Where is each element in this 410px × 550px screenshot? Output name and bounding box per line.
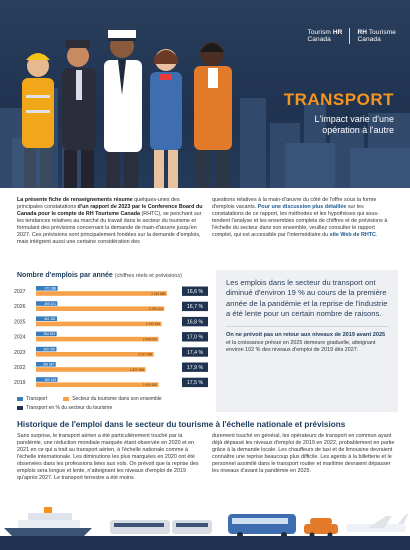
legend-percent: Transport en % du secteur du tourisme	[17, 405, 112, 411]
bar-tourism	[36, 291, 167, 296]
chart-title: Nombre d'emplois par année (chiffres rée…	[17, 272, 182, 279]
intro-left-column: La présente fiche de renseignements résu…	[17, 197, 203, 245]
bar-value-label: 2 152 616	[146, 322, 160, 326]
bar-transport	[36, 331, 57, 337]
bar-tourism	[36, 367, 146, 372]
bar-value-label: 361 181	[44, 317, 56, 321]
callout-note: et la croissance prévue en 2025 demeure …	[226, 339, 376, 353]
callout-main-text: Les emplois dans le secteur du transport…	[226, 278, 388, 319]
chart-legend: Transport Secteur du tourisme dans son e…	[17, 396, 213, 414]
bar-tourism	[36, 336, 159, 342]
conductor-figure	[62, 40, 96, 188]
year-label: 2026	[14, 304, 26, 310]
bar-transport	[36, 316, 58, 321]
transport-workers-illustration	[22, 30, 232, 188]
bar-transport	[36, 362, 56, 367]
bus-icon	[228, 514, 296, 538]
hero-banner: Tourism HR Canada RH Tourisme Canada TRA…	[0, 0, 410, 188]
page-title: TRANSPORT	[283, 90, 394, 109]
year-label: 2025	[14, 319, 26, 325]
key-finding-callout: Les emplois dans le secteur du transport…	[216, 270, 398, 412]
percent-badge	[182, 332, 208, 342]
brand-logo: Tourism HR Canada RH Tourisme Canada	[307, 28, 396, 44]
percent-badge	[182, 347, 208, 357]
bar-value-label: 2 243 884	[151, 292, 165, 296]
bar-value-label: 372 088	[45, 287, 57, 291]
bar-value-label: 2 017 398	[138, 353, 152, 357]
history-heading: Historique de l'emploi dans le secteur d…	[17, 420, 346, 429]
bar-tourism	[36, 382, 159, 387]
percent-badge	[182, 377, 208, 388]
year-label: 2023	[14, 350, 26, 356]
intro-right-column: questions relatives à la main-d'œuvre du…	[212, 197, 388, 238]
percent-badge	[182, 316, 208, 327]
callout-highlight: On ne prévoit pas un retour aux niveaux …	[226, 331, 386, 338]
bar-value-label: 369 153	[45, 378, 57, 382]
driver-figure	[194, 42, 232, 188]
construction-worker-figure	[22, 53, 54, 188]
brand-separator	[349, 28, 351, 44]
percent-label: 16,7 %	[187, 304, 204, 310]
percent-label: 17,5 %	[187, 380, 204, 386]
train-icon	[110, 520, 212, 534]
year-label: 2022	[14, 365, 26, 371]
vehicles-illustration	[4, 507, 408, 538]
footer-ground	[0, 536, 410, 550]
percent-label: 17,4 %	[187, 350, 204, 356]
bar-tourism	[36, 321, 162, 327]
bar-tourism	[36, 306, 165, 311]
year-label: 2024	[14, 335, 26, 341]
percent-label: 16,8 %	[187, 319, 204, 325]
percent-badge	[182, 362, 208, 372]
percent-label: 17,9 %	[187, 365, 204, 371]
year-label: 2019	[14, 380, 26, 386]
bar-value-label: 2 199 124	[149, 307, 163, 311]
year-label: 2027	[14, 289, 26, 295]
bar-value-label: 2 098 052	[143, 337, 157, 341]
bar-transport	[36, 346, 57, 352]
bar-value-label: 366 221	[44, 302, 56, 306]
bar-value-label: 2 099 280	[143, 383, 157, 387]
report-link[interactable]: site Web de RHTC	[329, 232, 376, 238]
flight-attendant-figure	[150, 49, 182, 188]
bar-transport	[36, 301, 58, 306]
percent-badge	[182, 286, 208, 296]
bar-value-label: 338 387	[43, 363, 55, 367]
bar-value-label: 354 622	[44, 332, 56, 336]
page-subtitle: L'impact varie d'une opération à l'autre	[314, 114, 394, 135]
legend-transport: Transport	[17, 396, 47, 402]
airplane-icon	[346, 514, 408, 532]
pilot-figure	[104, 30, 142, 188]
callout-divider	[226, 325, 388, 327]
cruise-ship-icon	[4, 507, 92, 536]
jobs-bar-chart: 2027 372 088 2 243 884 16,6 % 2026 366 221 2 1…	[14, 284, 210, 394]
history-left-column: Sans surprise, le transport aérien a été…	[17, 433, 199, 481]
bar-value-label: 1 879 696	[130, 368, 144, 372]
bar-transport	[36, 377, 58, 382]
car-icon	[304, 518, 338, 538]
percent-label: 17,0 %	[187, 335, 204, 341]
history-right-column: durement touché en général, les opérateu…	[212, 433, 395, 474]
bar-value-label: 350 756	[43, 347, 55, 351]
percent-badge	[182, 301, 208, 312]
percent-label: 16,6 %	[187, 289, 204, 295]
bar-tourism	[36, 352, 154, 357]
legend-tourism-sector: Secteur du tourisme dans son ensemble	[63, 396, 162, 402]
bar-transport	[36, 286, 58, 291]
